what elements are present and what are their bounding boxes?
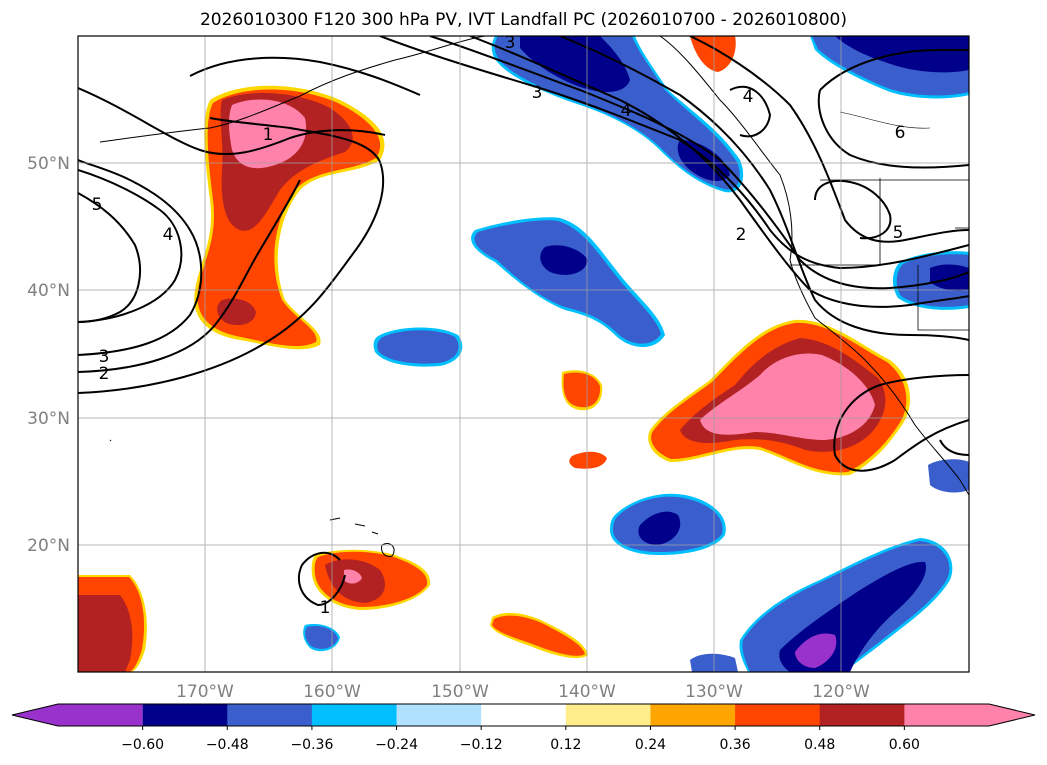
colorbar-tick-label: −0.24 <box>375 737 418 753</box>
colorbar-swatch <box>481 704 567 726</box>
colorbar-tick-label: −0.60 <box>121 737 164 753</box>
positive-anomaly-hawaii <box>311 549 431 610</box>
lat-label: 20°N <box>27 536 70 556</box>
colorbar-tick-label: −0.12 <box>460 737 503 753</box>
lon-label: 170°W <box>176 682 234 702</box>
colorbar-outline <box>11 703 1036 727</box>
contour-label: 5 <box>893 223 904 243</box>
map-frame <box>77 35 970 673</box>
lon-label: 140°W <box>558 682 616 702</box>
colorbar-swatch <box>12 704 143 726</box>
colorbar-tick-label: 0.36 <box>720 737 751 753</box>
colorbar-swatch <box>565 704 651 726</box>
lon-label: 120°W <box>812 682 870 702</box>
contour-label: 4 <box>621 101 632 121</box>
colorbar-tick-label: 0.48 <box>804 737 835 753</box>
colorbar-swatch <box>311 704 398 726</box>
contour-label: 4 <box>163 225 174 245</box>
longitude-labels: 170°W 160°W 150°W 140°W 130°W 120°W <box>176 682 870 702</box>
lon-label: 150°W <box>431 682 489 702</box>
colorbar: −0.60 −0.48 −0.36 −0.24 −0.12 0.12 0.24 0.36 0.4… <box>11 703 1036 753</box>
contour-label: 3 <box>505 33 516 53</box>
colorbar-swatch <box>396 704 482 726</box>
lat-label: 50°N <box>27 154 70 174</box>
contour-label: 3 <box>99 347 110 367</box>
lat-label: 40°N <box>27 281 70 301</box>
lon-label: 130°W <box>685 682 743 702</box>
graticule <box>78 36 969 672</box>
colorbar-tick-label: 0.24 <box>635 737 666 753</box>
contour-label: 6 <box>895 123 906 143</box>
pv-contours <box>78 36 969 607</box>
negative-anomaly-central <box>471 217 665 348</box>
colorbar-swatch <box>735 704 821 726</box>
contour-label: 2 <box>736 225 747 245</box>
contour-labels: 1 2 3 4 5 6 1 2 3 4 5 4 3 <box>92 33 906 618</box>
map-title: 2026010300 F120 300 hPa PV, IVT Landfall… <box>199 10 847 30</box>
negative-anomaly-gulf-of-alaska <box>491 36 744 193</box>
lat-label: 30°N <box>27 409 70 429</box>
contour-label: 1 <box>320 598 331 618</box>
colorbar-swatch <box>819 704 905 726</box>
colorbar-swatch <box>904 704 1035 726</box>
contour-label: 4 <box>743 87 754 107</box>
colorbar-swatch <box>142 704 228 726</box>
colorbar-tick-label: −0.48 <box>206 737 249 753</box>
contour-label: 3 <box>532 83 543 103</box>
contour-label: 5 <box>92 195 103 215</box>
colorbar-tick-label: −0.36 <box>290 737 333 753</box>
colorbar-tick-label: 0.60 <box>889 737 920 753</box>
colorbar-swatch <box>650 704 736 726</box>
contour-label: 2 <box>99 364 110 384</box>
lon-label: 160°W <box>303 682 361 702</box>
latitude-labels: 50°N 40°N 30°N 20°N <box>27 154 70 556</box>
colorbar-tick-label: 0.12 <box>550 737 581 753</box>
negative-anomaly-southeast <box>739 538 953 672</box>
coastlines <box>99 36 969 557</box>
colorbar-swatch <box>227 704 313 726</box>
contour-label: 1 <box>263 125 274 145</box>
